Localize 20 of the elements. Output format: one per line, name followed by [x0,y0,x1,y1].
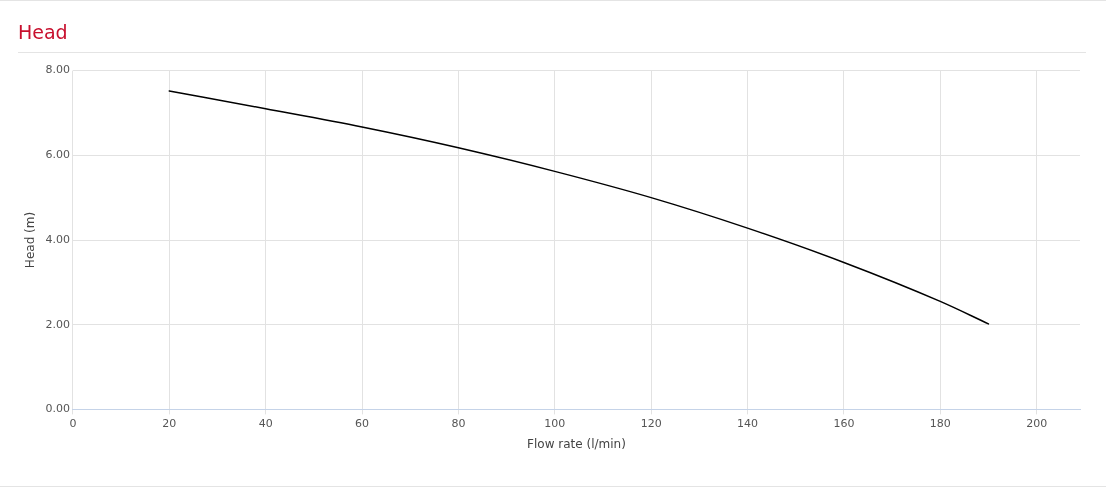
y-tick-label: 2.00 [45,317,70,331]
x-tick-label: 200 [1026,416,1048,430]
x-tick-label: 160 [833,416,855,430]
x-tick-label: 20 [162,416,177,430]
y-tick-label: 4.00 [45,232,70,246]
x-tick-label: 180 [929,416,951,430]
x-tick-label: 120 [640,416,662,430]
x-tick-label: 100 [544,416,566,430]
x-tick-label: 60 [355,416,370,430]
y-axis-title: Head (m) [23,211,38,269]
y-tick-label: 8.00 [45,63,70,77]
x-tick-label: 80 [451,416,466,430]
x-tick-label: 40 [258,416,273,430]
chart-title: Head [18,21,68,43]
y-tick-label: 6.00 [45,148,70,162]
x-tick-label: 140 [737,416,759,430]
line-series [168,90,990,325]
x-axis-title: Flow rate (l/min) [527,436,626,451]
y-tick-label: 0.00 [45,402,70,416]
x-tick-label: 0 [69,416,77,430]
